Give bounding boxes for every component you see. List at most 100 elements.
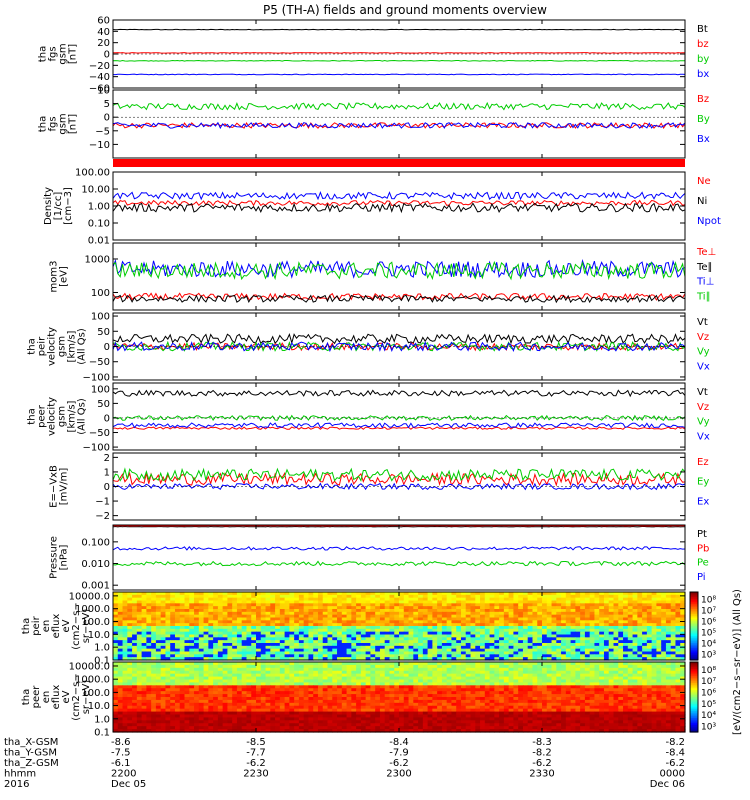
spectrogram-cell xyxy=(279,670,286,675)
spectrogram-cell xyxy=(518,617,524,621)
spectrogram-cell xyxy=(418,606,424,610)
spectrogram-cell xyxy=(637,699,643,704)
spectrogram-cell xyxy=(360,657,367,661)
spectrogram-cell xyxy=(308,640,314,644)
spectrogram-cell xyxy=(637,631,643,636)
spectrogram-cell xyxy=(441,600,448,604)
spectrogram-cell xyxy=(546,611,553,616)
spectrogram-cell xyxy=(546,654,553,658)
spectrogram-cell xyxy=(513,606,519,610)
spectrogram-cell xyxy=(613,657,619,661)
spectrogram-cell xyxy=(279,631,286,636)
spectrogram-cell xyxy=(646,673,653,678)
spectrogram-cell xyxy=(232,620,238,624)
colorbar-swatch xyxy=(690,649,698,653)
spectrogram-cell xyxy=(403,626,410,630)
spectrogram-cell xyxy=(394,697,400,701)
spectrogram-cell xyxy=(141,645,147,650)
spectrogram-cell xyxy=(170,685,176,689)
spectrogram-cell xyxy=(132,699,138,704)
spectrogram-cell xyxy=(480,606,486,610)
spectrogram-cell xyxy=(422,662,429,666)
spectrogram-cell xyxy=(394,617,400,621)
spectrogram-cell xyxy=(136,637,143,641)
spectrogram-cell xyxy=(665,682,672,686)
spectrogram-cell xyxy=(542,670,548,675)
spectrogram-cell xyxy=(623,628,629,633)
spectrogram-cell xyxy=(432,648,438,653)
spectrogram-cell xyxy=(189,620,195,624)
spectrogram-cell xyxy=(113,670,119,675)
y-tick-label: 50 xyxy=(97,327,110,338)
spectrogram-cell xyxy=(313,691,319,695)
spectrogram-cell xyxy=(470,628,476,633)
spectrogram-cell xyxy=(480,685,486,689)
spectrogram-cell xyxy=(337,614,343,619)
spectrogram-cell xyxy=(356,673,362,678)
spectrogram-cell xyxy=(418,637,424,641)
spectrogram-cell xyxy=(217,664,224,669)
spectrogram-cell xyxy=(465,654,472,658)
spectrogram-cell xyxy=(160,685,167,689)
spectrogram-cell xyxy=(213,634,219,638)
spectrogram-cell xyxy=(327,620,333,624)
spectrogram-cell xyxy=(494,609,500,613)
spectrogram-cell xyxy=(618,594,624,599)
spectrogram-cell xyxy=(394,640,400,644)
spectrogram-cell xyxy=(308,643,314,647)
spectrogram-cell xyxy=(456,651,462,655)
spectrogram-cell xyxy=(603,651,610,655)
spectrogram-cell xyxy=(313,673,319,678)
spectrogram-cell xyxy=(542,623,548,627)
spectrogram-cell xyxy=(599,685,605,689)
spectrogram-cell xyxy=(632,614,638,619)
spectrogram-cell xyxy=(518,634,524,638)
spectrogram-cell xyxy=(194,697,200,701)
spectrogram-cell xyxy=(484,626,491,630)
y-axis-label-line: peir xyxy=(37,336,48,356)
spectrogram-cell xyxy=(418,594,424,599)
spectrogram-cell xyxy=(413,600,419,604)
colorbar-swatch xyxy=(690,603,698,607)
spectrogram-cell xyxy=(565,631,572,636)
spectrogram-cell xyxy=(589,673,596,678)
colorbar-swatch xyxy=(690,629,698,632)
spectrogram-cell xyxy=(122,603,128,607)
spectrogram-cell xyxy=(217,688,224,692)
spectrogram-cell xyxy=(136,594,143,599)
y-tick-label: 1000 xyxy=(85,254,110,265)
spectrogram-cell xyxy=(265,664,271,669)
spectrogram-cell xyxy=(356,640,362,644)
spectrogram-cell xyxy=(179,697,186,701)
spectrogram-cell xyxy=(379,640,386,644)
spectrogram-cell xyxy=(189,597,195,602)
spectrogram-cell xyxy=(155,620,162,624)
spectrogram-cell xyxy=(508,685,514,689)
spectrogram-cell xyxy=(332,673,338,678)
spectrogram-cell xyxy=(475,634,481,638)
spectrogram-cell xyxy=(532,670,538,675)
spectrogram-cell xyxy=(508,664,514,669)
spectrogram-cell xyxy=(494,670,500,675)
spectrogram-cell xyxy=(356,645,362,650)
spectrogram-cell xyxy=(680,611,686,616)
spectrogram-cell xyxy=(356,697,362,701)
spectrogram-cell xyxy=(136,628,143,633)
y-tick-label: 100 xyxy=(91,312,110,323)
spectrogram-cell xyxy=(637,637,643,641)
spectrogram-cell xyxy=(227,597,233,602)
spectrogram-cell xyxy=(313,614,319,619)
spectrogram-cell xyxy=(460,648,467,653)
spectrogram-cell xyxy=(389,679,395,684)
spectrogram-cell xyxy=(132,594,138,599)
spectrogram-cell xyxy=(265,694,271,698)
spectrogram-cell xyxy=(580,685,586,689)
spectrogram-cell xyxy=(580,592,586,596)
spectrogram-cell xyxy=(494,600,500,604)
legend-entry: Te∥ xyxy=(696,262,713,273)
spectrogram-cell xyxy=(594,643,600,647)
spectrogram-cell xyxy=(337,688,343,692)
spectrogram-cell xyxy=(303,606,310,610)
spectrogram-cell xyxy=(446,662,453,666)
